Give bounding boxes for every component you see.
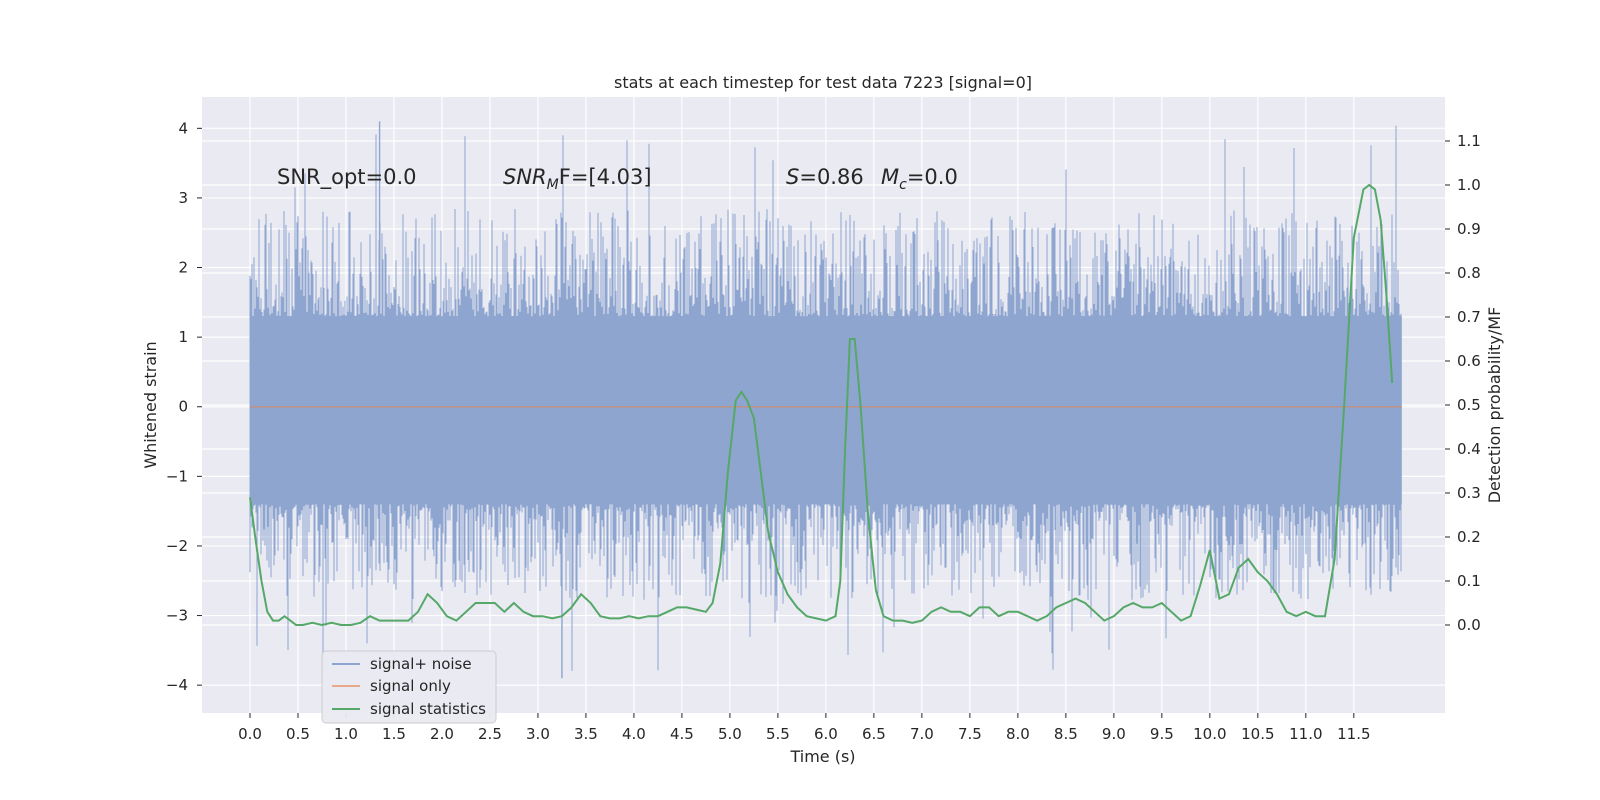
x-tick-label: 2.5 [478, 725, 502, 743]
y-right-tick-label: 0.8 [1457, 264, 1481, 282]
y-tick-label: 0 [178, 398, 188, 416]
y-right-axis-label: Detection probability/MF [1485, 307, 1504, 504]
y-tick-label: 1 [178, 328, 188, 346]
y-right-tick-label: 0.6 [1457, 352, 1481, 370]
x-axis-ticks: 0.0 0.5 1.0 1.5 2.0 2.5 3.0 3.5 4.0 4.5 5.0 5.5 6.0 6… [238, 713, 1371, 743]
signal-statistics-line [249, 183, 1394, 627]
x-tick-label: 11.0 [1289, 725, 1322, 743]
y-tick-label: 2 [178, 259, 188, 277]
noise-series [249, 121, 1402, 679]
x-tick-label: 9.0 [1102, 725, 1126, 743]
y-right-tick-label: 0.3 [1457, 484, 1481, 502]
x-tick-label: 1.5 [382, 725, 406, 743]
y-right-tick-label: 0.0 [1457, 616, 1481, 634]
x-tick-label: 8.0 [1006, 725, 1030, 743]
x-axis-label: Time (s) [789, 747, 855, 766]
x-tick-label: 4.0 [622, 725, 646, 743]
x-tick-label: 3.5 [574, 725, 598, 743]
x-tick-label: 3.0 [526, 725, 550, 743]
y-tick-label: −4 [166, 676, 188, 694]
legend-label-statistics: signal statistics [370, 700, 486, 718]
y-tick-label: −1 [166, 467, 188, 485]
snr-mf-symbol: SNR [503, 165, 547, 189]
y-tick-label: −2 [166, 537, 188, 555]
s-value: =0.86 [799, 165, 863, 189]
mc-subscript: c [899, 177, 907, 193]
snr-mf-value: F=[4.03] [559, 165, 652, 189]
x-tick-label: 9.5 [1150, 725, 1174, 743]
y-tick-label: −3 [166, 607, 188, 625]
y-right-tick-label: 0.1 [1457, 572, 1481, 590]
mc-value: =0.0 [907, 165, 958, 189]
x-tick-label: 10.0 [1193, 725, 1226, 743]
x-tick-label: 11.5 [1337, 725, 1370, 743]
legend-box [321, 650, 497, 724]
annotation-snr-opt: SNR_opt=0.0 [277, 165, 417, 190]
x-tick-label: 0.0 [238, 725, 262, 743]
y-tick-label: 4 [178, 119, 188, 137]
s-symbol: S [786, 165, 799, 189]
legend: signal+ noise signal only signal statist… [321, 650, 497, 724]
y-axis-ticks: 4 3 2 1 0 −1 −2 −3 −4 [166, 119, 202, 694]
x-tick-label: 2.0 [430, 725, 454, 743]
annotation-snr-mf: SNRMF=[4.03] [503, 165, 652, 193]
annotation-s: S=0.86 [786, 165, 864, 189]
annotation-mc: Mc=0.0 [881, 165, 958, 193]
chart-title: stats at each timestep for test data 722… [614, 73, 1032, 92]
y-right-axis-ticks: 1.1 1.0 0.9 0.8 0.7 0.6 0.5 0.4 0.3 0.2 0.1 0.0 [1445, 132, 1481, 634]
x-tick-label: 5.5 [766, 725, 790, 743]
legend-label-signal: signal only [370, 677, 451, 695]
x-tick-label: 1.0 [334, 725, 358, 743]
snr-mf-subscript: M [547, 177, 559, 193]
y-tick-label: 3 [178, 189, 188, 207]
y-right-tick-label: 0.5 [1457, 396, 1481, 414]
x-tick-label: 6.0 [814, 725, 838, 743]
x-tick-label: 6.5 [862, 725, 886, 743]
x-tick-label: 5.0 [718, 725, 742, 743]
x-tick-label: 8.5 [1054, 725, 1078, 743]
y-right-tick-label: 1.0 [1457, 176, 1481, 194]
y-right-tick-label: 0.7 [1457, 308, 1481, 326]
y-right-tick-label: 0.4 [1457, 440, 1481, 458]
x-tick-label: 4.5 [670, 725, 694, 743]
x-tick-label: 10.5 [1241, 725, 1274, 743]
y-axis-label: Whitened strain [141, 341, 160, 468]
x-tick-label: 7.0 [910, 725, 934, 743]
x-tick-label: 0.5 [286, 725, 310, 743]
y-right-tick-label: 0.2 [1457, 528, 1481, 546]
noise-trace [249, 125, 1402, 672]
legend-label-noise: signal+ noise [370, 655, 472, 673]
mc-symbol: M [881, 165, 899, 189]
x-tick-label: 7.5 [958, 725, 982, 743]
y-right-tick-label: 1.1 [1457, 132, 1481, 150]
y-right-tick-label: 0.9 [1457, 220, 1481, 238]
